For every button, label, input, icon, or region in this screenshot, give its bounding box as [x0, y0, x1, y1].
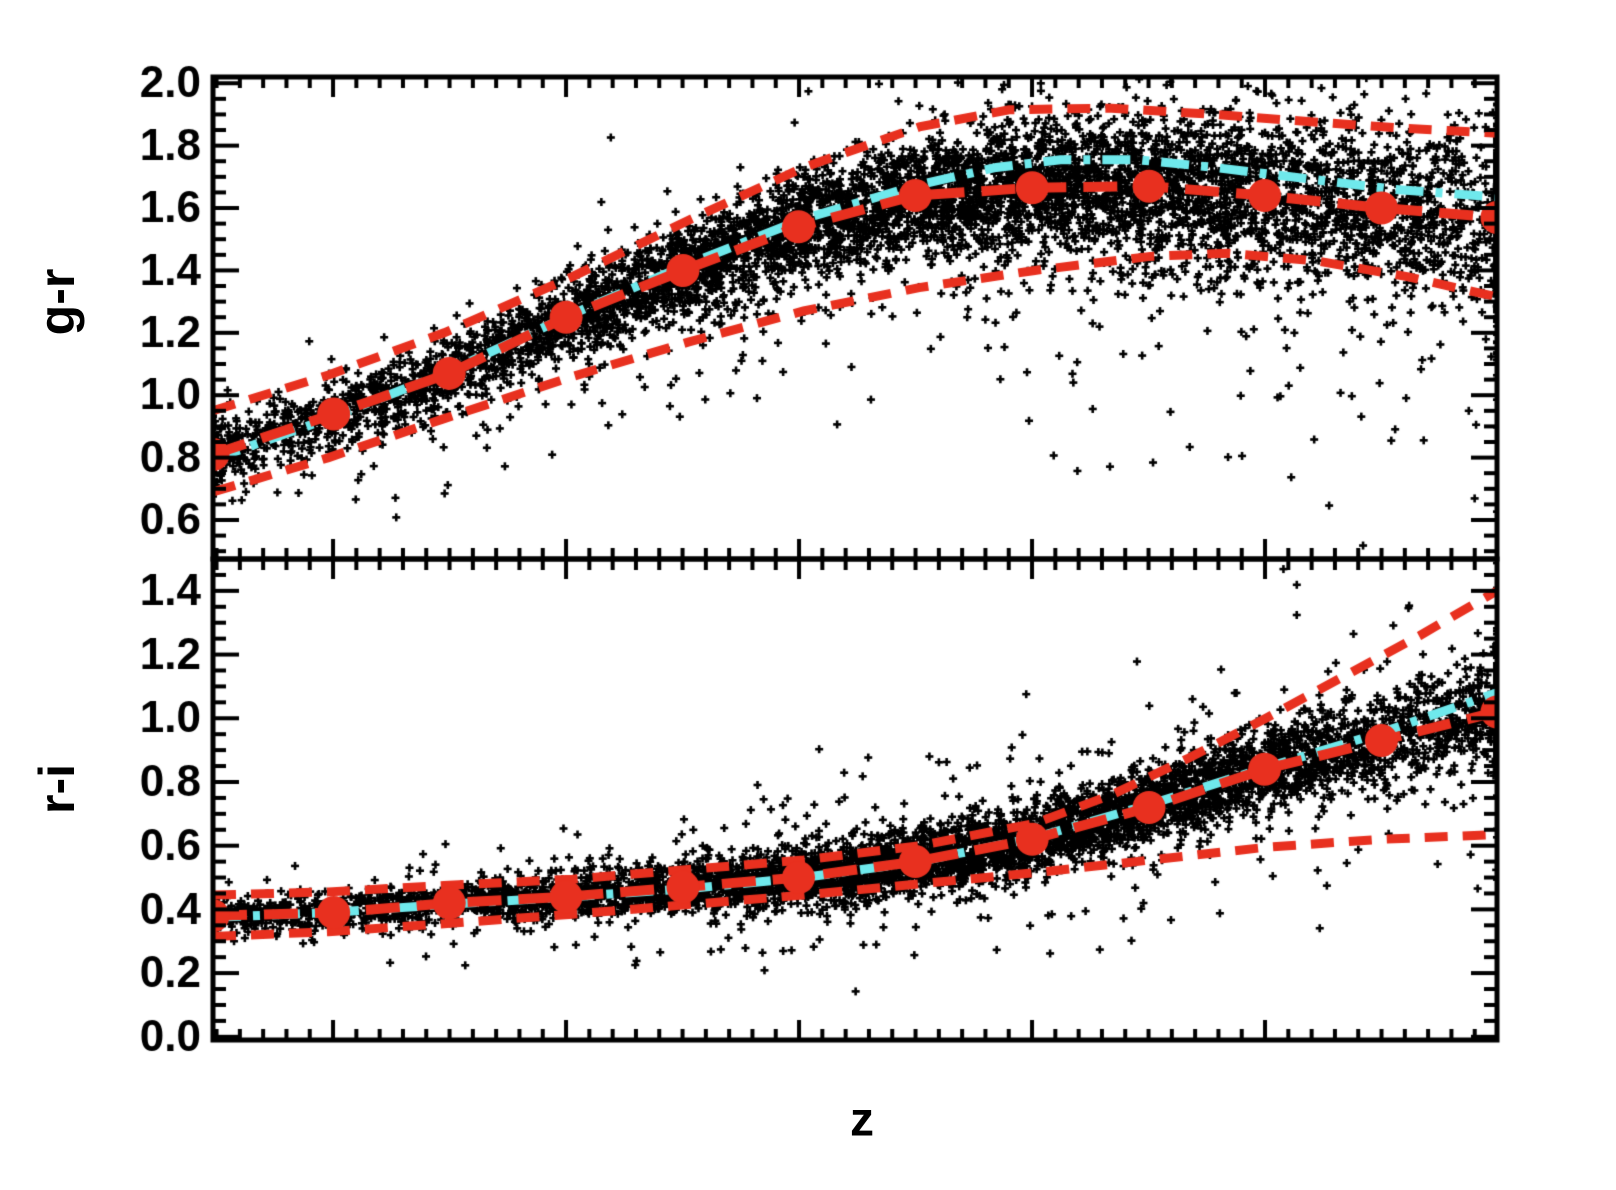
y-axis-label-top: g-r	[29, 268, 85, 336]
y-axis-label-bottom: r-i	[29, 764, 85, 814]
x-axis-label: z	[850, 1093, 874, 1147]
